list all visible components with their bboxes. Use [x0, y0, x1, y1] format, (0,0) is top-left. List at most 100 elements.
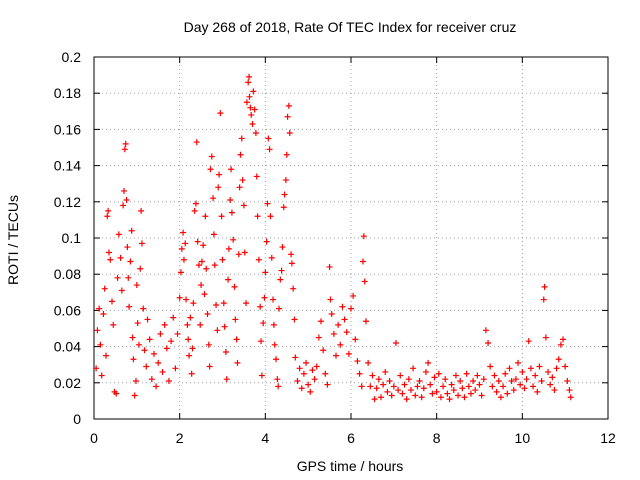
- data-point: [127, 258, 134, 265]
- data-point: [264, 200, 271, 207]
- data-point: [201, 291, 208, 298]
- data-point: [519, 368, 526, 375]
- data-point: [435, 370, 442, 377]
- data-point: [390, 383, 397, 390]
- data-point: [553, 365, 560, 372]
- data-points: [93, 73, 574, 403]
- data-point: [348, 305, 354, 312]
- data-point: [480, 376, 487, 383]
- y-tick-label: 0.16: [54, 121, 81, 137]
- data-point: [185, 336, 192, 343]
- data-point: [248, 111, 255, 118]
- data-point: [275, 383, 282, 390]
- y-tick-label: 0.04: [54, 339, 81, 355]
- data-point: [446, 396, 453, 403]
- data-point: [382, 368, 389, 375]
- data-point: [178, 245, 185, 252]
- data-point: [186, 352, 193, 359]
- data-point: [232, 316, 239, 323]
- data-point: [128, 227, 135, 234]
- data-point: [140, 305, 147, 312]
- data-point: [442, 376, 449, 383]
- data-point: [465, 383, 472, 390]
- x-tick-label: 4: [261, 430, 269, 446]
- data-point: [117, 254, 124, 261]
- data-point: [174, 330, 181, 337]
- data-point: [467, 390, 474, 397]
- data-point: [542, 334, 549, 341]
- data-point: [258, 372, 265, 379]
- data-point: [121, 146, 128, 153]
- data-point: [197, 321, 204, 328]
- data-point: [450, 387, 457, 394]
- data-point: [437, 394, 444, 401]
- data-point: [270, 321, 277, 328]
- data-point: [102, 352, 109, 359]
- data-point: [108, 298, 115, 305]
- data-point: [472, 387, 479, 394]
- data-point: [369, 372, 376, 379]
- y-tick-label: 0.14: [54, 158, 81, 174]
- data-point: [207, 166, 214, 173]
- data-point: [327, 296, 334, 303]
- data-point: [399, 390, 406, 397]
- y-tick-label: 0.2: [62, 49, 82, 65]
- data-point: [134, 320, 141, 327]
- data-point: [265, 135, 272, 142]
- data-point: [491, 372, 498, 379]
- data-point: [260, 320, 267, 327]
- data-point: [463, 370, 470, 377]
- data-point: [557, 341, 564, 348]
- data-point: [203, 265, 210, 272]
- data-point: [138, 240, 145, 247]
- data-point: [555, 356, 562, 363]
- data-point: [476, 381, 483, 388]
- data-point: [510, 387, 517, 394]
- data-point: [240, 202, 247, 209]
- x-tick-label: 6: [347, 430, 355, 446]
- chart-title: Day 268 of 2018, Rate Of TEC Index for r…: [184, 19, 517, 35]
- data-point: [455, 392, 462, 399]
- data-point: [225, 276, 232, 283]
- data-point: [168, 338, 175, 345]
- data-point: [403, 396, 410, 403]
- y-tick-label: 0.08: [54, 266, 81, 282]
- data-point: [172, 365, 179, 372]
- data-point: [94, 327, 101, 334]
- data-point: [249, 120, 256, 127]
- data-point: [98, 372, 105, 379]
- data-point: [255, 256, 262, 263]
- data-point: [163, 345, 170, 352]
- data-point: [120, 202, 127, 209]
- y-tick-label: 0.1: [62, 230, 82, 246]
- data-point: [288, 260, 295, 267]
- data-point: [294, 377, 301, 384]
- data-point: [219, 256, 226, 263]
- data-point: [341, 316, 348, 323]
- data-point: [405, 376, 412, 383]
- data-point: [530, 383, 537, 390]
- data-point: [337, 341, 344, 348]
- data-point: [137, 265, 144, 272]
- data-point: [115, 231, 122, 238]
- data-point: [180, 256, 187, 263]
- data-point: [122, 140, 129, 147]
- data-point: [183, 296, 190, 303]
- data-point: [307, 388, 314, 395]
- data-point: [380, 381, 387, 388]
- data-point: [359, 258, 366, 265]
- data-point: [210, 231, 217, 238]
- data-point: [333, 352, 340, 359]
- data-point: [309, 367, 316, 374]
- data-point: [268, 254, 275, 261]
- data-point: [482, 327, 489, 334]
- y-tick-label: 0.18: [54, 85, 81, 101]
- data-point: [512, 376, 519, 383]
- data-point: [153, 383, 160, 390]
- data-point: [105, 249, 112, 256]
- data-point: [239, 177, 246, 184]
- data-point: [384, 388, 391, 395]
- data-point: [110, 321, 117, 328]
- data-point: [549, 374, 556, 381]
- data-point: [502, 370, 509, 377]
